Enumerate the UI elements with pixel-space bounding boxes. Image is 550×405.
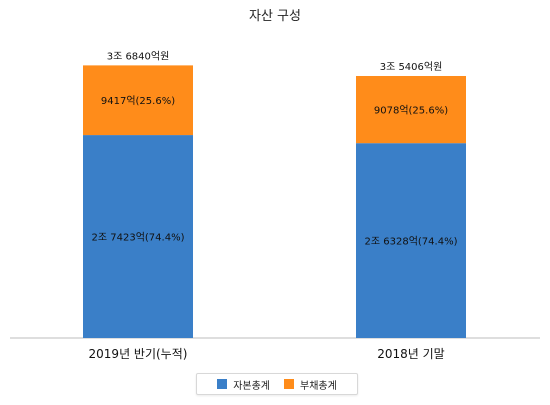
bar-segment-equity-1[interactable] (356, 143, 466, 338)
data-label-equity-1: 2조 6328억(74.4%) (365, 236, 458, 248)
bar-segment-liabilities-0[interactable] (83, 65, 193, 136)
legend-item-equity[interactable]: 자본총계 (217, 377, 270, 392)
category-label-1: 2018년 기말 (377, 347, 444, 361)
data-label-liabilities-1: 9078억(25.6%) (374, 105, 448, 117)
labels-layer: 2조 7423억(74.4%) 9417억(25.6%) 3조 6840억원 2019… (89, 50, 458, 361)
chart-title: 자산 구성 (249, 9, 301, 24)
legend-label-liabilities: 부채총계 (300, 380, 337, 392)
total-label-1: 3조 5406억원 (380, 61, 443, 73)
bar-segment-liabilities-1[interactable] (356, 75, 466, 144)
category-label-0: 2019년 반기(누적) (89, 347, 188, 361)
total-label-0: 3조 6840억원 (107, 50, 170, 62)
data-label-liabilities-0: 9417억(25.6%) (101, 95, 175, 107)
legend: 자본총계 부채총계 (196, 373, 358, 395)
legend-swatch-equity (217, 379, 228, 389)
bar-segment-equity-0[interactable] (83, 135, 193, 338)
legend-swatch-liabilities (284, 379, 294, 389)
legend-item-liabilities[interactable]: 부채총계 (284, 377, 337, 392)
legend-label-equity: 자본총계 (233, 380, 270, 392)
bars-layer (83, 65, 466, 338)
data-label-equity-0: 2조 7423억(74.4%) (92, 232, 185, 244)
